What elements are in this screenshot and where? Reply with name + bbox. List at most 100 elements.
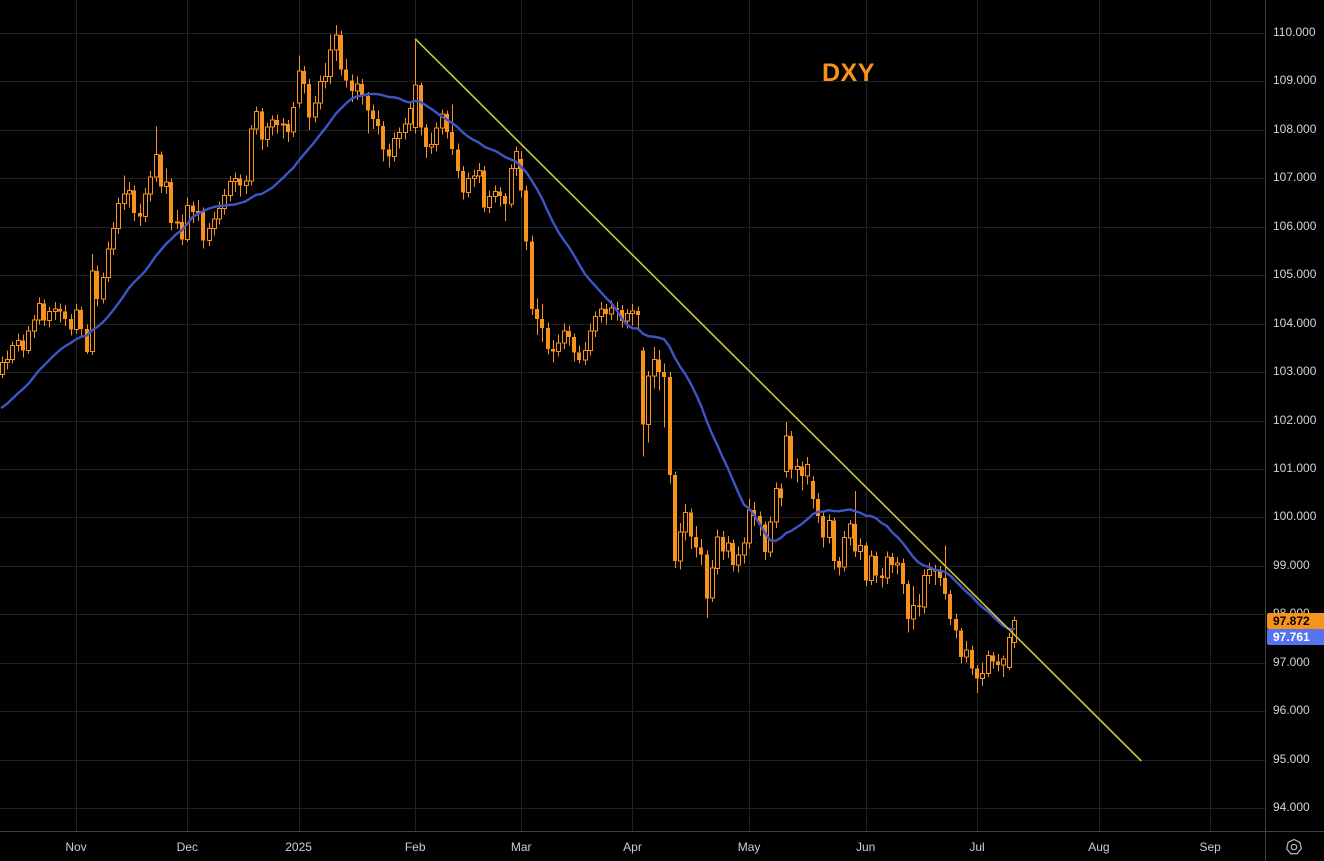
candle[interactable] (42, 299, 46, 326)
candle[interactable] (572, 333, 576, 362)
candle[interactable] (699, 539, 703, 565)
candle[interactable] (244, 175, 249, 194)
candle[interactable] (954, 613, 958, 639)
candle[interactable] (710, 560, 715, 603)
candle[interactable] (111, 221, 116, 255)
candle[interactable] (344, 59, 348, 88)
candle[interactable] (228, 175, 233, 202)
candle[interactable] (477, 162, 482, 184)
candle[interactable] (842, 530, 847, 572)
candle[interactable] (450, 104, 454, 156)
candle[interactable] (127, 182, 132, 208)
candle[interactable] (975, 665, 979, 694)
candle[interactable] (26, 326, 31, 354)
candle[interactable] (646, 371, 651, 443)
candle[interactable] (440, 109, 445, 135)
candle[interactable] (551, 340, 555, 363)
candle[interactable] (911, 586, 916, 630)
candle[interactable] (328, 34, 333, 84)
candle[interactable] (906, 580, 910, 633)
candle[interactable] (811, 476, 815, 509)
candle[interactable] (683, 503, 688, 541)
candle[interactable] (1012, 616, 1017, 649)
candle[interactable] (519, 151, 523, 198)
candle[interactable] (795, 458, 800, 483)
ma-line[interactable] (0, 92, 1016, 631)
candle[interactable] (445, 110, 449, 139)
candle[interactable] (509, 164, 514, 208)
candle[interactable] (1007, 632, 1012, 670)
candle[interactable] (789, 431, 793, 479)
candle[interactable] (281, 117, 286, 139)
candle[interactable] (673, 471, 677, 569)
candle[interactable] (116, 197, 121, 234)
candle[interactable] (705, 550, 709, 619)
candle[interactable] (466, 172, 471, 198)
candle[interactable] (588, 323, 593, 356)
candle[interactable] (503, 192, 507, 221)
candle[interactable] (880, 567, 884, 588)
candle[interactable] (323, 63, 328, 89)
candle[interactable] (535, 298, 539, 336)
candle[interactable] (238, 174, 242, 197)
candle[interactable] (779, 483, 783, 507)
candle[interactable] (641, 346, 645, 457)
candle[interactable] (821, 511, 825, 548)
candle[interactable] (731, 539, 735, 572)
candle[interactable] (63, 305, 67, 326)
candle[interactable] (774, 482, 779, 529)
candle[interactable] (16, 333, 21, 352)
candle[interactable] (837, 557, 841, 576)
candle[interactable] (403, 117, 408, 140)
candle[interactable] (763, 521, 767, 560)
candle[interactable] (652, 346, 657, 389)
candle[interactable] (381, 121, 385, 162)
candle[interactable] (270, 115, 275, 136)
candle[interactable] (21, 334, 25, 358)
candle[interactable] (222, 189, 227, 215)
candle[interactable] (816, 493, 820, 524)
candle[interactable] (583, 342, 588, 365)
candle[interactable] (265, 122, 270, 147)
candle[interactable] (630, 304, 635, 326)
candle[interactable] (721, 530, 725, 560)
candle[interactable] (249, 125, 254, 186)
candle[interactable] (493, 185, 498, 203)
candle[interactable] (593, 311, 598, 338)
candle[interactable] (715, 529, 720, 575)
price-axis[interactable]: 94.00095.00096.00097.00098.00099.000100.… (1265, 0, 1324, 831)
candle[interactable] (297, 55, 302, 109)
candle[interactable] (530, 235, 534, 315)
candle[interactable] (864, 542, 868, 587)
candle[interactable] (286, 120, 290, 142)
candle[interactable] (434, 122, 439, 152)
candle[interactable] (143, 188, 148, 222)
candle[interactable] (577, 345, 581, 364)
candle[interactable] (827, 514, 832, 544)
candle[interactable] (122, 175, 127, 210)
candle[interactable] (487, 190, 492, 214)
candle[interactable] (657, 349, 661, 391)
candle[interactable] (917, 593, 921, 617)
candle[interactable] (996, 654, 1000, 672)
chart-canvas[interactable] (0, 0, 1265, 831)
candle[interactable] (366, 92, 370, 134)
candle[interactable] (933, 564, 937, 586)
candle[interactable] (901, 558, 905, 594)
candle[interactable] (562, 323, 567, 349)
candle[interactable] (461, 166, 465, 200)
candle[interactable] (387, 143, 391, 168)
candle[interactable] (5, 350, 10, 370)
candle[interactable] (938, 565, 942, 587)
candle[interactable] (524, 185, 528, 250)
candle[interactable] (334, 24, 339, 62)
candle[interactable] (970, 645, 974, 675)
candle[interactable] (858, 538, 863, 560)
candle[interactable] (275, 114, 279, 134)
candle[interactable] (540, 304, 544, 342)
candle[interactable] (392, 132, 397, 162)
candle[interactable] (212, 212, 217, 236)
candle[interactable] (874, 551, 878, 583)
candle[interactable] (567, 325, 571, 346)
candle[interactable] (291, 101, 296, 138)
